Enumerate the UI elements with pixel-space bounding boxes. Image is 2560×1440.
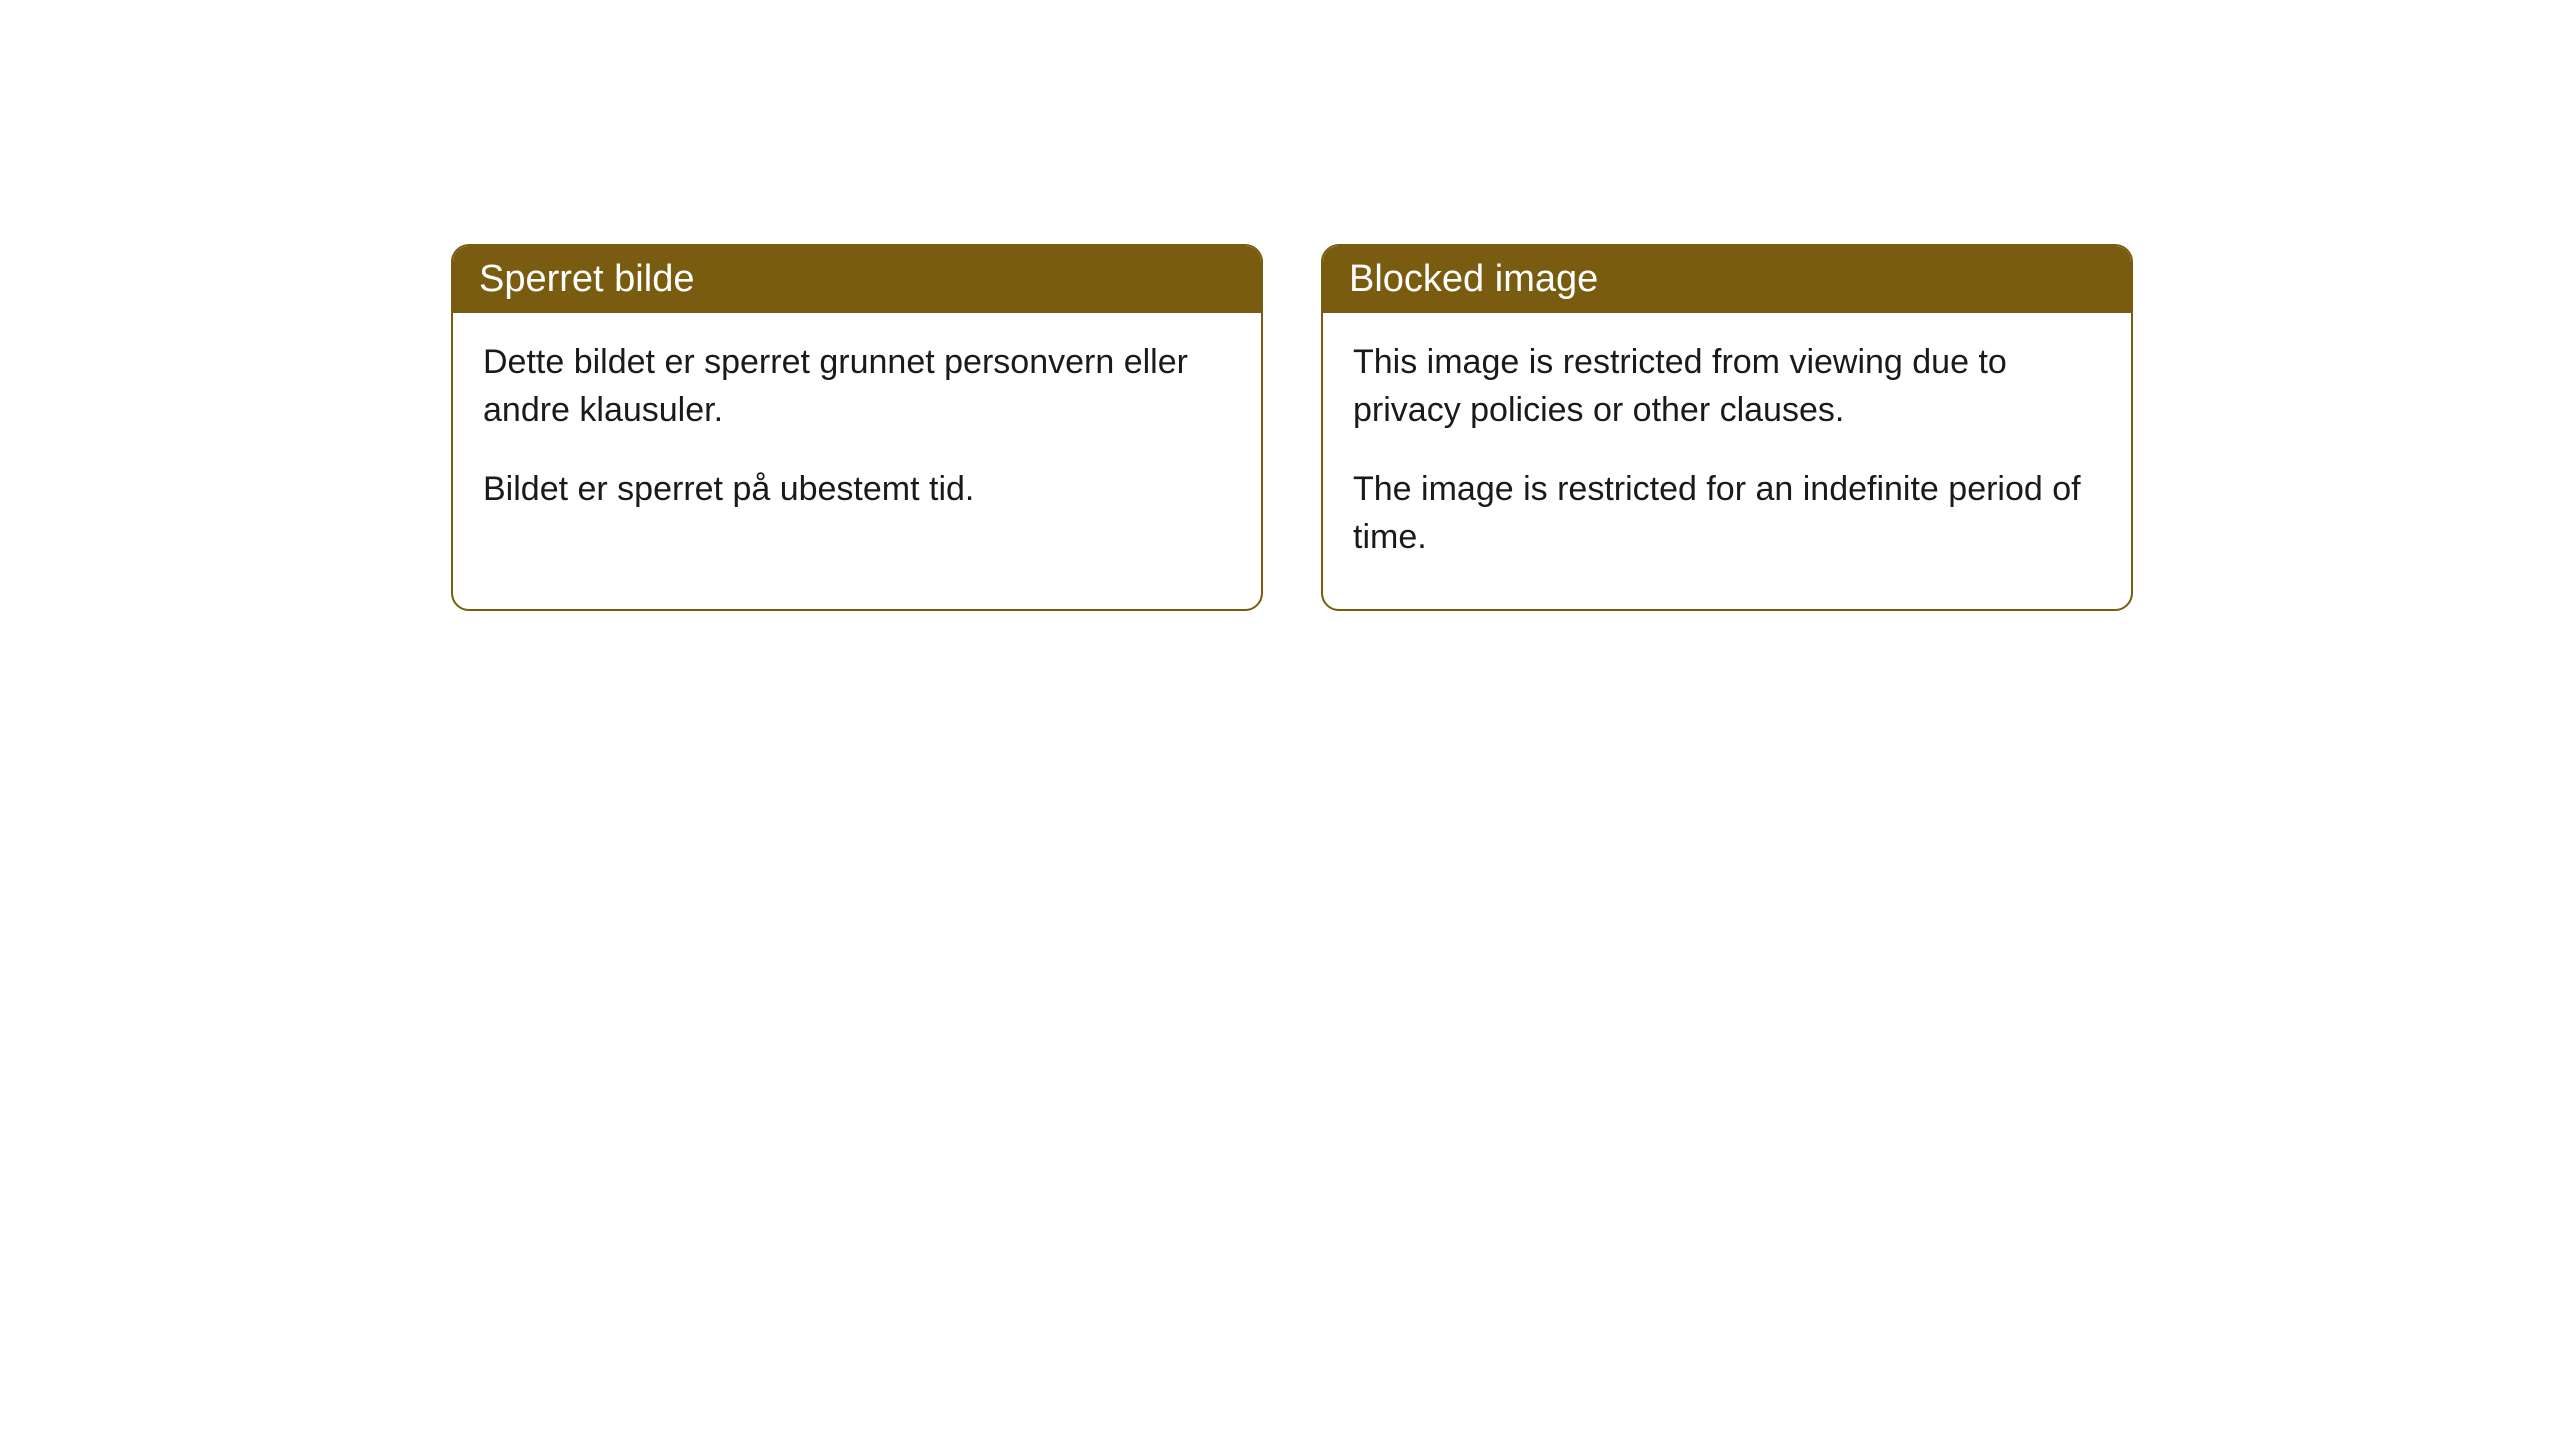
card-body: This image is restricted from viewing du… (1323, 313, 2131, 609)
cards-container: Sperret bilde Dette bildet er sperret gr… (451, 244, 2133, 611)
card-header: Blocked image (1323, 246, 2131, 313)
card-english: Blocked image This image is restricted f… (1321, 244, 2133, 611)
card-text: Bildet er sperret på ubestemt tid. (483, 466, 1231, 514)
card-text: This image is restricted from viewing du… (1353, 339, 2101, 434)
card-body: Dette bildet er sperret grunnet personve… (453, 313, 1261, 562)
card-header: Sperret bilde (453, 246, 1261, 313)
card-norwegian: Sperret bilde Dette bildet er sperret gr… (451, 244, 1263, 611)
card-text: The image is restricted for an indefinit… (1353, 466, 2101, 561)
card-text: Dette bildet er sperret grunnet personve… (483, 339, 1231, 434)
